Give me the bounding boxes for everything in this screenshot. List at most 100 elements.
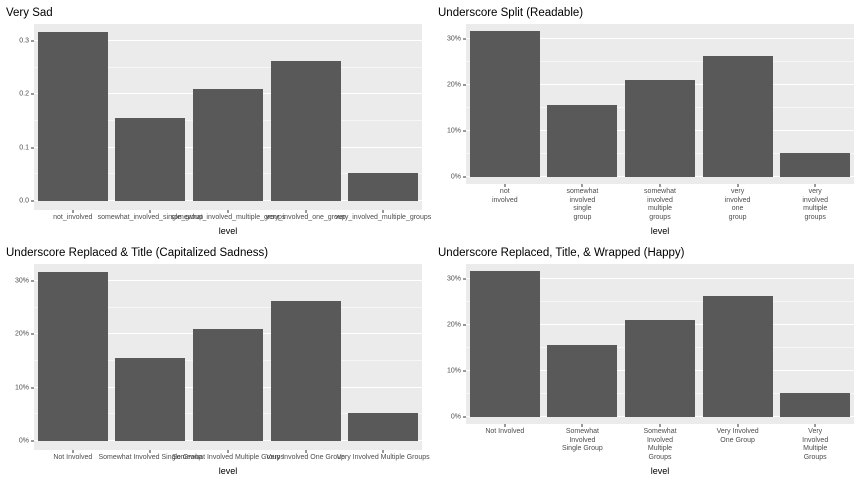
plot-area: 0% 10% 20% 30% bbox=[438, 24, 854, 184]
plot-panel bbox=[34, 24, 422, 210]
x-tick-mark bbox=[737, 184, 739, 187]
y-tick-label: 30% bbox=[446, 275, 461, 283]
y-tick-label: 0.1 bbox=[19, 144, 29, 152]
chart-underscore-replaced-title: Underscore Replaced & Title (Capitalized… bbox=[0, 240, 432, 480]
y-tick-mark bbox=[31, 93, 34, 95]
chart-title: Underscore Split (Readable) bbox=[438, 7, 584, 19]
bar-somewhat_involved_multiple_groups bbox=[625, 320, 695, 417]
plot-area: 0% 10% 20% 30% bbox=[6, 264, 422, 450]
x-tick-mark bbox=[227, 449, 229, 453]
x-tick-mark bbox=[659, 424, 661, 427]
x-tick-mark bbox=[149, 449, 151, 453]
y-tick-mark bbox=[463, 84, 466, 86]
y-tick-mark bbox=[463, 324, 466, 326]
gridline-major bbox=[466, 37, 854, 39]
gridline-minor bbox=[34, 66, 422, 68]
bar-somewhat_involved_single_group bbox=[115, 118, 186, 202]
x-tick-mark bbox=[227, 209, 229, 213]
plot-panel bbox=[466, 24, 854, 184]
x-axis-labels: not_involved somewhat_involved_single_gro… bbox=[34, 213, 431, 226]
x-axis-labels: Not Involved Somewhat Involved Single Gro… bbox=[466, 428, 854, 465]
bar-somewhat_involved_single_group bbox=[547, 345, 618, 417]
x-axis-title: level bbox=[650, 226, 670, 236]
y-tick-mark bbox=[31, 280, 34, 282]
chart-title: Underscore Replaced, Title, & Wrapped (H… bbox=[438, 247, 685, 259]
y-tick-mark bbox=[463, 176, 466, 178]
y-tick-label: 20% bbox=[14, 330, 29, 338]
x-tick-label: Somewhat Involved Single Group bbox=[98, 453, 203, 461]
y-tick-label: 0% bbox=[450, 413, 461, 421]
x-axis-labels: Not Involved Somewhat Involved Single Gro… bbox=[34, 453, 429, 466]
x-tick-label: not involved bbox=[491, 188, 518, 204]
x-tick-mark bbox=[382, 209, 384, 213]
y-tick-label: 0.3 bbox=[19, 37, 29, 45]
x-tick-mark bbox=[737, 424, 739, 427]
x-tick-mark bbox=[814, 424, 816, 427]
bar-somewhat_involved_multiple_groups bbox=[625, 80, 695, 177]
bar-not_involved bbox=[37, 32, 108, 202]
x-tick-mark bbox=[305, 209, 307, 213]
x-tick-label: not_involved bbox=[53, 213, 93, 221]
x-tick-label: very involved one group bbox=[724, 188, 751, 221]
y-tick-label: 30% bbox=[446, 35, 461, 43]
chart-title: Very Sad bbox=[6, 7, 53, 19]
x-tick-label: somewhat_involved_single_group bbox=[97, 213, 204, 221]
gridline-minor bbox=[466, 60, 854, 62]
gridline-major bbox=[34, 39, 422, 41]
plot-area: 0% 10% 20% 30% bbox=[438, 264, 854, 424]
bar-not_involved bbox=[469, 31, 540, 177]
bar-somewhat_involved_multiple_groups bbox=[193, 89, 263, 202]
plot-area: 0.0 0.1 0.2 0.3 bbox=[6, 24, 422, 210]
y-tick-label: 10% bbox=[446, 367, 461, 375]
y-tick-label: 0.2 bbox=[19, 90, 29, 98]
y-tick-label: 0.0 bbox=[19, 197, 29, 205]
y-axis: 0% 10% 20% 30% bbox=[438, 24, 466, 184]
y-tick-mark bbox=[31, 147, 34, 149]
y-tick-label: 10% bbox=[446, 127, 461, 135]
x-tick-label: Somewhat Involved Multiple Groups bbox=[171, 453, 285, 461]
x-tick-mark bbox=[149, 209, 151, 213]
x-tick-mark bbox=[305, 449, 307, 453]
gridline-minor bbox=[34, 306, 422, 308]
chart-underscore-split: Underscore Split (Readable) 0% 10% 20% 30% … bbox=[432, 0, 864, 240]
x-tick-label: Very Involved Multiple Groups bbox=[802, 428, 829, 461]
y-tick-mark bbox=[31, 333, 34, 335]
x-tick-mark bbox=[581, 424, 583, 427]
gridline-major bbox=[34, 279, 422, 281]
x-axis-title: level bbox=[218, 466, 238, 476]
x-axis-labels: not involved somewhat involved single gro… bbox=[466, 188, 854, 225]
x-tick-mark bbox=[72, 209, 74, 213]
bar-very_involved_multiple_groups bbox=[780, 392, 851, 417]
chart-title: Underscore Replaced & Title (Capitalized… bbox=[6, 247, 269, 259]
bar-very_involved_multiple_groups bbox=[348, 173, 419, 202]
bar-somewhat_involved_multiple_groups bbox=[193, 329, 263, 442]
plot-panel bbox=[34, 264, 422, 450]
y-tick-mark bbox=[463, 278, 466, 280]
y-axis: 0% 10% 20% 30% bbox=[6, 264, 34, 450]
x-tick-mark bbox=[581, 184, 583, 187]
x-tick-label: Very Involved One Group bbox=[266, 453, 345, 461]
x-tick-marks bbox=[466, 184, 854, 187]
y-tick-label: 30% bbox=[14, 277, 29, 285]
y-tick-label: 0% bbox=[450, 173, 461, 181]
plot-panel bbox=[466, 264, 854, 424]
x-tick-label: Somewhat Involved Single Group bbox=[561, 428, 603, 452]
x-tick-label: Not Involved bbox=[53, 453, 93, 461]
x-tick-mark bbox=[504, 184, 506, 187]
bar-very_involved_one_group bbox=[270, 61, 341, 202]
y-axis: 0% 10% 20% 30% bbox=[438, 264, 466, 424]
bar-not_involved bbox=[37, 272, 108, 442]
x-tick-label: very_involved_one_group bbox=[265, 213, 346, 221]
x-tick-label: somewhat involved multiple groups bbox=[644, 188, 676, 221]
y-axis: 0.0 0.1 0.2 0.3 bbox=[6, 24, 34, 210]
x-tick-label: somewhat involved single group bbox=[566, 188, 599, 221]
chart-underscore-replaced-title-wrapped: Underscore Replaced, Title, & Wrapped (H… bbox=[432, 240, 864, 480]
y-tick-label: 20% bbox=[446, 81, 461, 89]
y-tick-mark bbox=[31, 440, 34, 442]
x-tick-label: Very Involved Multiple Groups bbox=[336, 453, 430, 461]
x-tick-mark bbox=[659, 184, 661, 187]
x-tick-mark bbox=[72, 449, 74, 453]
bar-very_involved_multiple_groups bbox=[348, 413, 419, 442]
x-tick-marks bbox=[466, 424, 854, 427]
